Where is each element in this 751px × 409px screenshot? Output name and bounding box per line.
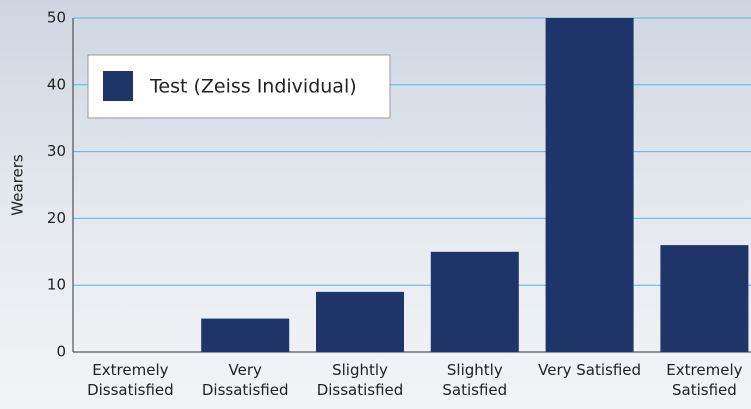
y-tick-label: 30 [47, 142, 66, 160]
x-tick-label: Very Dissatisfied [201, 361, 289, 399]
x-tick-label: Slightly Dissatisfied [316, 361, 404, 399]
x-tick-label: Extremely Satisfied [666, 361, 743, 399]
bar [660, 245, 749, 352]
y-tick-label: 0 [56, 343, 66, 361]
bar [316, 291, 404, 352]
bar [545, 18, 634, 352]
x-tick-label: Very Satisfied [538, 361, 642, 379]
legend-swatch [103, 71, 133, 101]
bar [201, 318, 290, 352]
x-tick-label: Extremely Dissatisfied [87, 361, 174, 399]
y-tick-label: 40 [47, 75, 66, 93]
y-tick-label: 10 [47, 276, 66, 294]
y-tick-label: 20 [47, 209, 66, 227]
legend-box [87, 54, 391, 119]
y-tick-label: 50 [47, 9, 66, 27]
bar [430, 251, 519, 352]
x-tick-label: Slightly Satisfied [442, 361, 508, 399]
legend-label: Test (Zeiss Individual) [149, 76, 357, 98]
y-axis-label: Wearers [9, 154, 27, 216]
